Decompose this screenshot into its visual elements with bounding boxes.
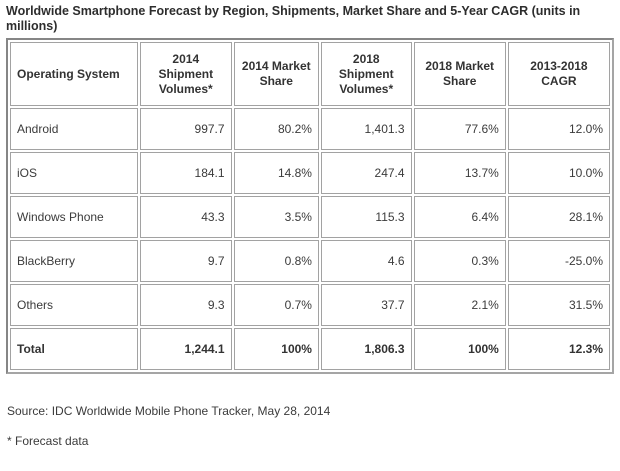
value-cell: 13.7%: [413, 152, 506, 194]
page-title: Worldwide Smartphone Forecast by Region,…: [6, 4, 581, 33]
column-header-operating-system: Operating System: [10, 42, 138, 106]
total-value-cell: 1,244.1: [139, 328, 232, 370]
column-header-cagr: 2013-2018 CAGR: [507, 42, 610, 106]
table-row-ios: iOS 184.1 14.8% 247.4 13.7% 10.0%: [10, 152, 610, 194]
value-cell: 80.2%: [233, 108, 319, 150]
table-row-total: Total 1,244.1 100% 1,806.3 100% 12.3%: [10, 328, 610, 370]
value-cell: 31.5%: [507, 284, 610, 326]
value-cell: 0.7%: [233, 284, 319, 326]
total-value-cell: 12.3%: [507, 328, 610, 370]
table-row-windows-phone: Windows Phone 43.3 3.5% 115.3 6.4% 28.1%: [10, 196, 610, 238]
value-cell: 1,401.3: [320, 108, 412, 150]
value-cell: 997.7: [139, 108, 232, 150]
column-header-2018-shipments: 2018 Shipment Volumes*: [320, 42, 412, 106]
value-cell: 43.3: [139, 196, 232, 238]
value-cell: 77.6%: [413, 108, 506, 150]
column-header-2018-share: 2018 Market Share: [413, 42, 506, 106]
value-cell: 10.0%: [507, 152, 610, 194]
os-cell: Windows Phone: [10, 196, 138, 238]
total-value-cell: 100%: [233, 328, 319, 370]
value-cell: 6.4%: [413, 196, 506, 238]
value-cell: 12.0%: [507, 108, 610, 150]
total-value-cell: 100%: [413, 328, 506, 370]
value-cell: 9.7: [139, 240, 232, 282]
header-row: Operating System 2014 Shipment Volumes* …: [10, 42, 610, 106]
value-cell: 4.6: [320, 240, 412, 282]
value-cell: 37.7: [320, 284, 412, 326]
source-note: Source: IDC Worldwide Mobile Phone Track…: [7, 404, 331, 418]
table-row-android: Android 997.7 80.2% 1,401.3 77.6% 12.0%: [10, 108, 610, 150]
table-row-blackberry: BlackBerry 9.7 0.8% 4.6 0.3% -25.0%: [10, 240, 610, 282]
value-cell: 0.3%: [413, 240, 506, 282]
value-cell: 0.8%: [233, 240, 319, 282]
value-cell: 2.1%: [413, 284, 506, 326]
column-header-2014-shipments: 2014 Shipment Volumes*: [139, 42, 232, 106]
total-value-cell: 1,806.3: [320, 328, 412, 370]
os-cell: BlackBerry: [10, 240, 138, 282]
os-cell: Others: [10, 284, 138, 326]
value-cell: 247.4: [320, 152, 412, 194]
value-cell: 3.5%: [233, 196, 319, 238]
os-cell: iOS: [10, 152, 138, 194]
value-cell: 14.8%: [233, 152, 319, 194]
column-header-2014-share: 2014 Market Share: [233, 42, 319, 106]
page-content: Worldwide Smartphone Forecast by Region,…: [6, 4, 614, 448]
value-cell: -25.0%: [507, 240, 610, 282]
forecast-table: Operating System 2014 Shipment Volumes* …: [6, 38, 614, 374]
value-cell: 28.1%: [507, 196, 610, 238]
os-cell: Android: [10, 108, 138, 150]
value-cell: 9.3: [139, 284, 232, 326]
value-cell: 184.1: [139, 152, 232, 194]
table-row-others: Others 9.3 0.7% 37.7 2.1% 31.5%: [10, 284, 610, 326]
total-label-cell: Total: [10, 328, 138, 370]
value-cell: 115.3: [320, 196, 412, 238]
forecast-data-footnote: * Forecast data: [7, 434, 89, 448]
